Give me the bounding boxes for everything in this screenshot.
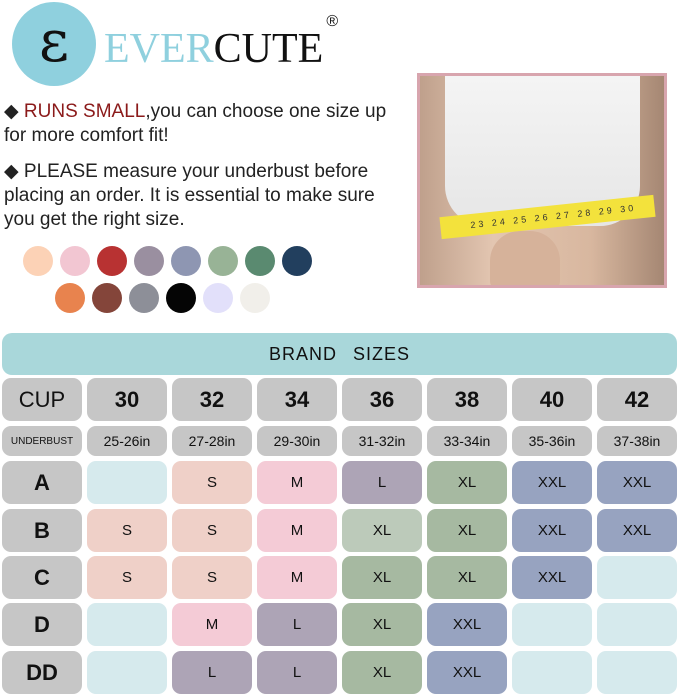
hand [490,231,560,285]
underbust-header: UNDERBUST [2,426,82,456]
band-size-header: 42 [597,378,677,421]
color-swatch[interactable] [171,246,201,276]
logo-glyph: ε [38,7,70,75]
cup-label: A [2,461,82,504]
size-cell [597,603,677,646]
size-cell: S [172,509,252,552]
color-swatch[interactable] [208,246,238,276]
logo-mark: ε [12,2,96,86]
color-swatch[interactable] [129,283,159,313]
size-cell: S [172,556,252,599]
brand-part-2: CUTE [213,26,324,72]
size-cell: XL [342,556,422,599]
underbust-value: 37-38in [597,426,677,456]
color-swatch[interactable] [60,246,90,276]
size-cell: S [87,556,167,599]
color-swatch[interactable] [92,283,122,313]
underbust-value: 25-26in [87,426,167,456]
brand-name: EVERCUTE [104,28,323,70]
notes: ◆ RUNS SMALL,you can choose one size up … [4,100,409,232]
band-size-header: 40 [512,378,592,421]
size-cell: XL [342,603,422,646]
cup-label: B [2,509,82,552]
size-cell: M [172,603,252,646]
underbust-value: 33-34in [427,426,507,456]
size-cell: XL [427,556,507,599]
underbust-value: 29-30in [257,426,337,456]
cup-label: D [2,603,82,646]
note-runs-small: ◆ RUNS SMALL,you can choose one size up … [4,101,387,146]
size-cell [597,651,677,694]
brand-row: EVERCUTE ® [104,13,339,71]
size-cell: XL [342,651,422,694]
size-cell: XXL [512,461,592,504]
product-photo: 23 24 25 26 27 28 29 30 [417,73,667,288]
size-cell [87,461,167,504]
size-cell: XL [427,461,507,504]
size-cell [597,556,677,599]
size-cell: M [257,509,337,552]
band-size-header: 36 [342,378,422,421]
color-swatch[interactable] [240,283,270,313]
size-cell: L [257,651,337,694]
color-swatch[interactable] [282,246,312,276]
size-cell: L [257,603,337,646]
size-cell: XL [427,509,507,552]
size-cell [87,603,167,646]
color-swatch[interactable] [55,283,85,313]
underbust-value: 31-32in [342,426,422,456]
size-cell: M [257,461,337,504]
size-cell [87,651,167,694]
band-size-header: 38 [427,378,507,421]
size-cell [512,603,592,646]
size-cell: M [257,556,337,599]
underbust-value: 27-28in [172,426,252,456]
cup-label: C [2,556,82,599]
size-cell: L [172,651,252,694]
size-cell: S [87,509,167,552]
size-cell: XXL [512,556,592,599]
size-cell: XXL [427,651,507,694]
color-swatch[interactable] [97,246,127,276]
registered-mark: ® [326,13,339,30]
size-cell [512,651,592,694]
color-swatch[interactable] [203,283,233,313]
note-measure: ◆ PLEASE measure your underbust before p… [4,161,375,230]
size-cell: L [342,461,422,504]
band-size-header: 32 [172,378,252,421]
cup-label: DD [2,651,82,694]
size-cell: XXL [427,603,507,646]
size-cell: S [172,461,252,504]
cup-header: CUP [2,378,82,421]
brand-part-1: EVER [104,26,214,72]
underbust-value: 35-36in [512,426,592,456]
table-title: BRAND SIZES [2,333,677,375]
color-swatch[interactable] [166,283,196,313]
size-cell: XL [342,509,422,552]
color-swatch[interactable] [245,246,275,276]
band-size-header: 30 [87,378,167,421]
size-cell: XXL [597,461,677,504]
color-swatch[interactable] [134,246,164,276]
size-cell: XXL [597,509,677,552]
size-cell: XXL [512,509,592,552]
color-swatch[interactable] [23,246,53,276]
band-size-header: 34 [257,378,337,421]
